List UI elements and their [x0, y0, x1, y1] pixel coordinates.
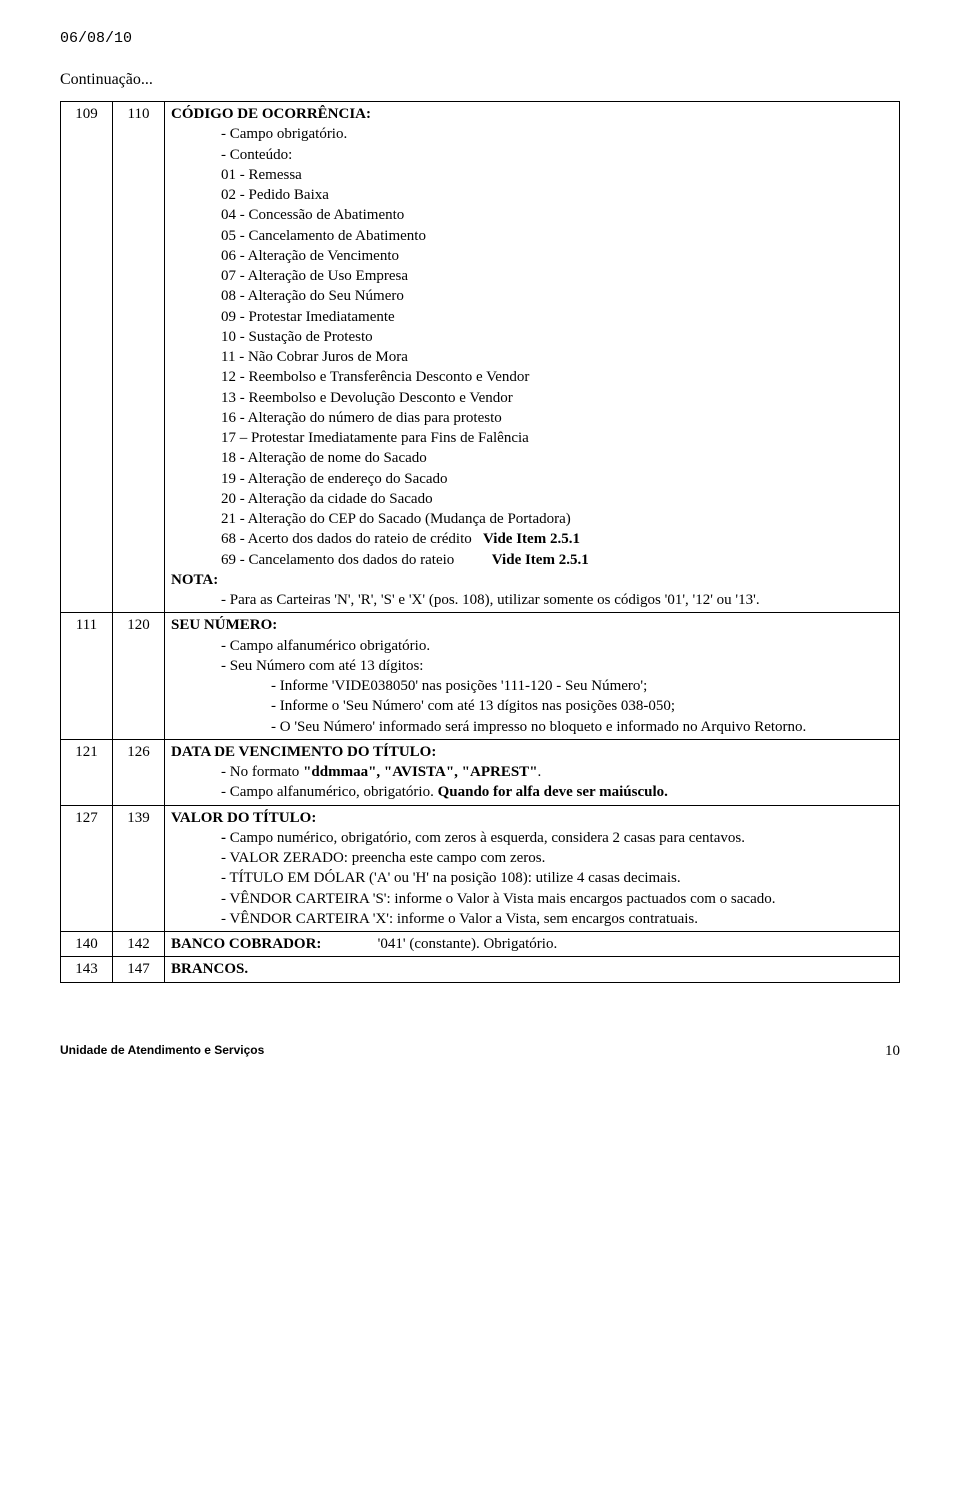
desc-line: - Informe o 'Seu Número' com até 13 dígi…: [171, 696, 893, 716]
header-date: 06/08/10: [60, 30, 900, 47]
field-desc: BRANCOS.: [165, 957, 900, 982]
pos-end: 120: [113, 613, 165, 740]
desc-line: 20 - Alteração da cidade do Sacado: [171, 489, 893, 509]
desc-line: - Para as Carteiras 'N', 'R', 'S' e 'X' …: [171, 590, 893, 610]
spec-table: 109110 CÓDIGO DE OCORRÊNCIA: - Campo obrig…: [60, 101, 900, 983]
pos-start: 143: [61, 957, 113, 982]
pos-start: 140: [61, 932, 113, 957]
desc-line: - TÍTULO EM DÓLAR ('A' ou 'H' na posição…: [171, 868, 893, 888]
pos-start: 127: [61, 805, 113, 932]
pos-start: 109: [61, 102, 113, 613]
desc-line: - Conteúdo:: [171, 145, 893, 165]
field-title: BANCO COBRADOR:: [171, 936, 321, 952]
desc-line: - Campo alfanumérico obrigatório.: [171, 636, 893, 656]
pos-end: 147: [113, 957, 165, 982]
desc-line: 21 - Alteração do CEP do Sacado (Mudança…: [171, 509, 893, 529]
field-title: SEU NÚMERO:: [171, 617, 277, 633]
desc-line: - Campo alfanumérico, obrigatório. Quand…: [171, 782, 893, 802]
desc-line: 05 - Cancelamento de Abatimento: [171, 226, 893, 246]
pos-end: 110: [113, 102, 165, 613]
desc-line: - VÊNDOR CARTEIRA 'X': informe o Valor a…: [171, 909, 893, 929]
desc-line: - Informe 'VIDE038050' nas posições '111…: [171, 676, 893, 696]
desc-line: 07 - Alteração de Uso Empresa: [171, 266, 893, 286]
desc-line: - Seu Número com até 13 dígitos:: [171, 656, 893, 676]
page-footer: Unidade de Atendimento e Serviços 10: [60, 1043, 900, 1060]
desc-line: 11 - Não Cobrar Juros de Mora: [171, 347, 893, 367]
desc-line: - VÊNDOR CARTEIRA 'S': informe o Valor à…: [171, 889, 893, 909]
desc-line: 04 - Concessão de Abatimento: [171, 205, 893, 225]
field-title: CÓDIGO DE OCORRÊNCIA:: [171, 106, 371, 122]
field-title: DATA DE VENCIMENTO DO TÍTULO:: [171, 744, 436, 760]
field-title: BRANCOS.: [171, 961, 248, 977]
desc-line: NOTA:: [171, 570, 893, 590]
pos-start: 111: [61, 613, 113, 740]
desc-line: 69 - Cancelamento dos dados do rateio Vi…: [171, 550, 893, 570]
field-desc: VALOR DO TÍTULO: - Campo numérico, obriga…: [165, 805, 900, 932]
desc-line: 10 - Sustação de Protesto: [171, 327, 893, 347]
field-desc: SEU NÚMERO: - Campo alfanumérico obrigató…: [165, 613, 900, 740]
desc-line: 02 - Pedido Baixa: [171, 185, 893, 205]
desc-line: 19 - Alteração de endereço do Sacado: [171, 469, 893, 489]
desc-line: 13 - Reembolso e Devolução Desconto e Ve…: [171, 388, 893, 408]
desc-line: 06 - Alteração de Vencimento: [171, 246, 893, 266]
desc-line: - VALOR ZERADO: preencha este campo com …: [171, 848, 893, 868]
continuation-label: Continuação...: [60, 71, 900, 89]
desc-line: - Campo obrigatório.: [171, 124, 893, 144]
desc-line: 01 - Remessa: [171, 165, 893, 185]
desc-line: 09 - Protestar Imediatamente: [171, 307, 893, 327]
desc-line: 16 - Alteração do número de dias para pr…: [171, 408, 893, 428]
desc-line: 68 - Acerto dos dados do rateio de crédi…: [171, 529, 893, 549]
page-number: 10: [885, 1043, 900, 1060]
field-desc: BANCO COBRADOR: '041' (constante). Obrig…: [165, 932, 900, 957]
desc-line: 18 - Alteração de nome do Sacado: [171, 448, 893, 468]
pos-end: 139: [113, 805, 165, 932]
field-desc: CÓDIGO DE OCORRÊNCIA: - Campo obrigatório…: [165, 102, 900, 613]
desc-line: - No formato "ddmmaa", "AVISTA", "APREST…: [171, 762, 893, 782]
pos-end: 126: [113, 739, 165, 805]
field-title-after: '041' (constante). Obrigatório.: [321, 936, 557, 952]
pos-end: 142: [113, 932, 165, 957]
field-title: VALOR DO TÍTULO:: [171, 810, 316, 826]
desc-line: 08 - Alteração do Seu Número: [171, 286, 893, 306]
desc-line: - O 'Seu Número' informado será impresso…: [171, 717, 893, 737]
footer-unit: Unidade de Atendimento e Serviços: [60, 1043, 264, 1060]
field-desc: DATA DE VENCIMENTO DO TÍTULO: - No format…: [165, 739, 900, 805]
pos-start: 121: [61, 739, 113, 805]
desc-line: 12 - Reembolso e Transferência Desconto …: [171, 367, 893, 387]
desc-line: 17 – Protestar Imediatamente para Fins d…: [171, 428, 893, 448]
desc-line: - Campo numérico, obrigatório, com zeros…: [171, 828, 893, 848]
